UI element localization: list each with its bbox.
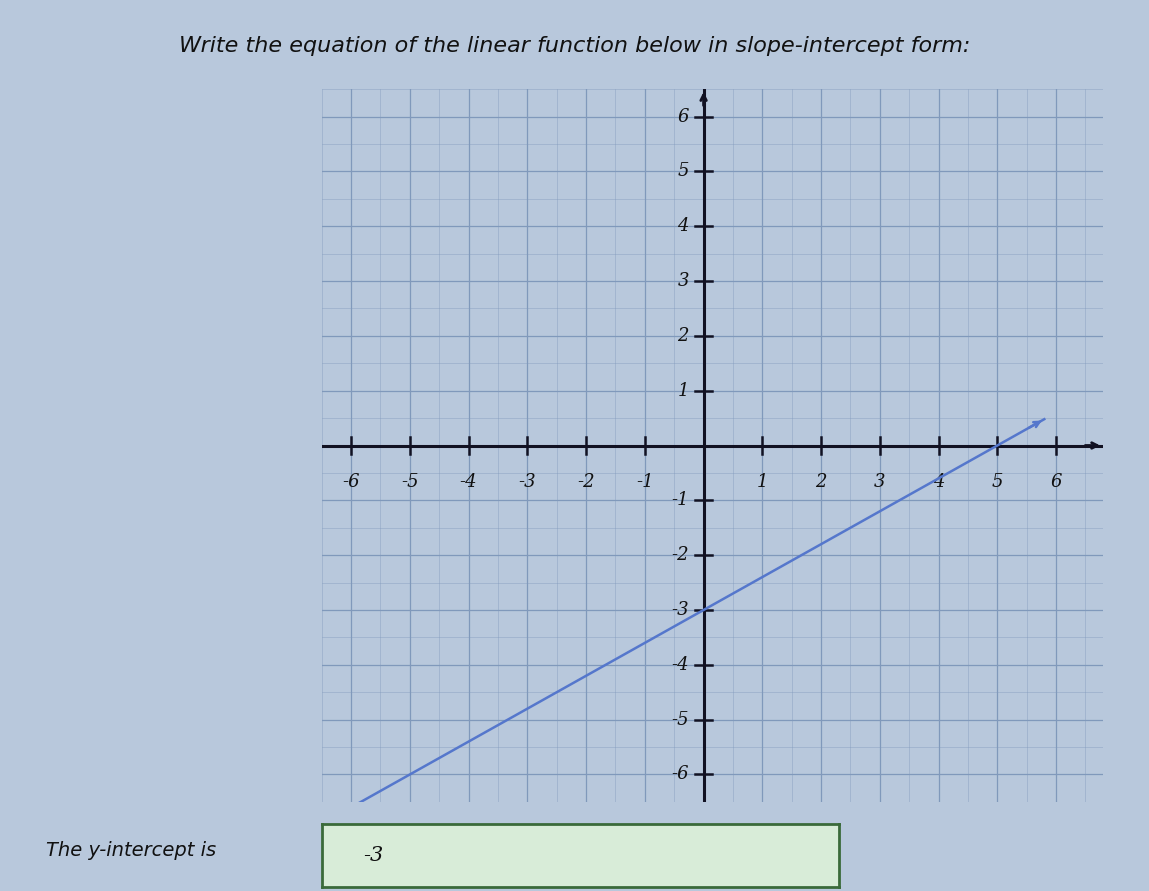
Text: -5: -5: [401, 473, 418, 491]
Text: -1: -1: [671, 491, 689, 510]
Text: -3: -3: [518, 473, 537, 491]
Text: -1: -1: [637, 473, 654, 491]
Text: 1: 1: [678, 381, 689, 400]
Text: 2: 2: [678, 327, 689, 345]
Text: Write the equation of the linear function below in slope-intercept form:: Write the equation of the linear functio…: [179, 36, 970, 55]
Text: -4: -4: [671, 656, 689, 674]
Text: -2: -2: [671, 546, 689, 564]
Text: 5: 5: [992, 473, 1003, 491]
Text: 4: 4: [933, 473, 944, 491]
Text: 5: 5: [678, 162, 689, 180]
Text: -3: -3: [363, 846, 384, 865]
Text: -2: -2: [577, 473, 595, 491]
Text: -4: -4: [460, 473, 477, 491]
Text: 1: 1: [756, 473, 768, 491]
Text: -6: -6: [671, 765, 689, 783]
Text: 3: 3: [678, 272, 689, 290]
Text: 6: 6: [678, 108, 689, 126]
Text: 3: 3: [874, 473, 886, 491]
Text: -5: -5: [671, 711, 689, 729]
Text: The y-intercept is: The y-intercept is: [46, 841, 216, 861]
Text: 6: 6: [1050, 473, 1062, 491]
Text: 4: 4: [678, 217, 689, 235]
Text: -3: -3: [671, 601, 689, 619]
Text: 2: 2: [816, 473, 827, 491]
Text: -6: -6: [342, 473, 360, 491]
